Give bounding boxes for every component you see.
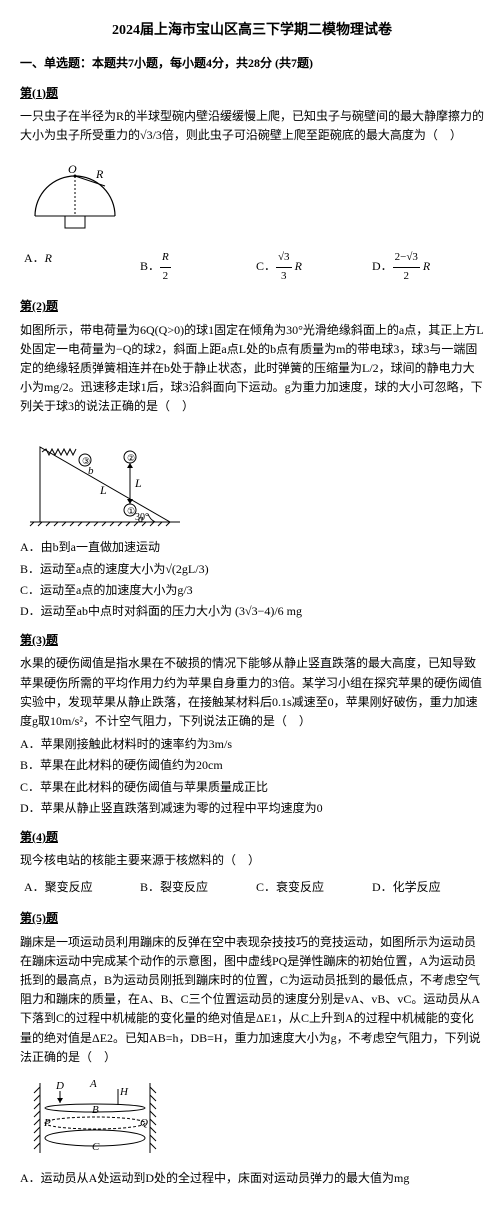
q5-fig-C: C: [92, 1141, 100, 1153]
q2-fig-n2: ②: [127, 453, 135, 463]
q2-fig-L2: L: [99, 483, 107, 497]
q2-label: 第(2)题: [20, 297, 484, 316]
q4-choice-a[interactable]: A．聚变反应: [20, 876, 136, 899]
q5-label: 第(5)题: [20, 909, 484, 928]
exam-title: 2024届上海市宝山区高三下学期二模物理试卷: [20, 20, 484, 42]
q4-choice-d[interactable]: D．化学反应: [368, 876, 484, 899]
q5-fig-B: B: [92, 1104, 99, 1116]
q5-opt-a[interactable]: A．运动员从A处运动到D处的全过程中，床面对运动员弹力的最大值为mg: [20, 1169, 484, 1188]
section-1-header: 一、单选题：本题共7小题，每小题4分，共28分 (共7题): [20, 54, 484, 73]
q1-choice-c[interactable]: C．√33 R: [252, 247, 368, 287]
q5-fig-Q: Q: [140, 1117, 148, 1129]
q4-a-text: 聚变反应: [45, 880, 93, 894]
q5-figure: D A B C P Q H: [20, 1073, 484, 1163]
q1-c-text: √33: [276, 249, 292, 285]
q5-fig-A: A: [89, 1078, 97, 1090]
q2-opt-b[interactable]: B．运动至a点的速度大小为√(2gL/3): [20, 560, 484, 579]
q4-label: 第(4)题: [20, 828, 484, 847]
q1-choice-b[interactable]: B．R2: [136, 247, 252, 287]
q2-fig-L1: L: [134, 476, 142, 490]
q5-body: 蹦床是一项运动员利用蹦床的反弹在空中表现杂技技巧的竞技运动，如图所示为运动员在蹦…: [20, 933, 484, 1067]
q1-choice-a[interactable]: A．R: [20, 247, 136, 287]
q2-figure: ③ ① ② L L b a 30°: [20, 422, 484, 532]
q2-opt-c[interactable]: C．运动至a点的加速度大小为g/3: [20, 581, 484, 600]
q4-choice-c[interactable]: C．衰变反应: [252, 876, 368, 899]
q2-fig-ang: 30°: [135, 512, 149, 523]
q3-body: 水果的硬伤阈值是指水果在不破损的情况下能够从静止竖直跌落的最大高度，已知导致苹果…: [20, 654, 484, 731]
q2-fig-b: b: [88, 465, 94, 477]
q1-fig-R: R: [95, 167, 104, 181]
q1-body: 一只虫子在半径为R的半球型碗内壁沿缓缓慢上爬，已知虫子与碗壁间的最大静摩擦力的大…: [20, 107, 484, 145]
q2-options: A．由b到a一直做加速运动 B．运动至a点的速度大小为√(2gL/3) C．运动…: [20, 538, 484, 621]
q3-opt-d[interactable]: D．苹果从静止竖直跌落到减速为零的过程中平均速度为0: [20, 799, 484, 818]
q4-b-text: 裂变反应: [160, 880, 208, 894]
q5-fig-D: D: [55, 1080, 64, 1092]
q5-fig-P: P: [43, 1117, 51, 1129]
q4-d-text: 化学反应: [393, 880, 441, 894]
q3-label: 第(3)题: [20, 631, 484, 650]
q3-options: A．苹果刚接触此材料时的速率约为3m/s B．苹果在此材料的硬伤阈值约为20cm…: [20, 735, 484, 818]
q1-choice-d[interactable]: D．2−√32 R: [368, 247, 484, 287]
q2-fig-n1: ①: [127, 506, 135, 516]
q4-body: 现今核电站的核能主要来源于核燃料的（ ）: [20, 851, 484, 870]
q1-figure: O R: [20, 151, 484, 241]
q1-a-text: R: [45, 251, 52, 265]
q1-choices: A．R B．R2 C．√33 R D．2−√32 R: [20, 247, 484, 287]
q1-d-text: 2−√32: [393, 249, 420, 285]
q5-options: A．运动员从A处运动到D处的全过程中，床面对运动员弹力的最大值为mg: [20, 1169, 484, 1188]
q4-choice-b[interactable]: B．裂变反应: [136, 876, 252, 899]
q2-body: 如图所示，带电荷量为6Q(Q>0)的球1固定在倾角为30°光滑绝缘斜面上的a点，…: [20, 321, 484, 417]
q2-opt-d[interactable]: D．运动至ab中点时对斜面的压力大小为 (3√3−4)/6 mg: [20, 602, 484, 621]
q3-opt-b[interactable]: B．苹果在此材料的硬伤阈值约为20cm: [20, 756, 484, 775]
q1-b-text: R2: [160, 249, 171, 285]
q1-fig-O: O: [68, 162, 77, 176]
q4-choices: A．聚变反应 B．裂变反应 C．衰变反应 D．化学反应: [20, 876, 484, 899]
q5-fig-H: H: [119, 1086, 129, 1098]
q3-opt-a[interactable]: A．苹果刚接触此材料时的速率约为3m/s: [20, 735, 484, 754]
q3-opt-c[interactable]: C．苹果在此材料的硬伤阈值与苹果质量成正比: [20, 778, 484, 797]
q2-opt-a[interactable]: A．由b到a一直做加速运动: [20, 538, 484, 557]
q1-label: 第(1)题: [20, 84, 484, 103]
q4-c-text: 衰变反应: [276, 880, 324, 894]
